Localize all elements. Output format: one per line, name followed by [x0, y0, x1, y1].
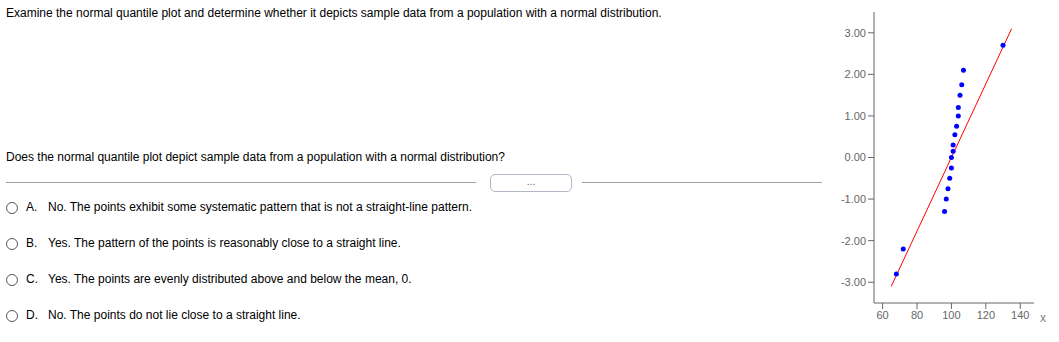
svg-text:x: x	[1040, 311, 1046, 325]
html-text:No. The points do not lie clos: No. The points do not lie close to a str…	[48, 308, 301, 322]
html-text:Does the normal quantile plot: Does the normal quantile plot depict sam…	[6, 150, 505, 164]
svg-text:-1.00: -1.00	[841, 193, 866, 205]
html-text:No. The points exhibit some sy: No. The points exhibit some systematic p…	[48, 200, 472, 214]
svg-text:120: 120	[977, 309, 995, 321]
html-text:C.: C.	[26, 272, 38, 286]
svg-text:80: 80	[911, 309, 923, 321]
html-text:B.: B.	[26, 236, 38, 250]
html-text:D.: D.	[26, 308, 38, 322]
html-text:Examine the normal quantile pl: Examine the normal quantile plot and det…	[6, 6, 662, 20]
svg-text:2.00: 2.00	[845, 68, 866, 80]
svg-text:1.00: 1.00	[845, 110, 866, 122]
html-text:Yes. The points are evenly dis: Yes. The points are evenly distributed a…	[48, 272, 412, 286]
svg-text:3.00: 3.00	[845, 27, 866, 39]
svg-text:-3.00: -3.00	[841, 276, 866, 288]
html-text:A.: A.	[26, 200, 38, 214]
svg-text:-2.00: -2.00	[841, 235, 866, 247]
html-text:Yes. The pattern of the points: Yes. The pattern of the points is reason…	[48, 236, 401, 250]
svg-text:0.00: 0.00	[845, 151, 866, 163]
svg-text:140: 140	[1011, 309, 1029, 321]
svg-text:60: 60	[876, 309, 888, 321]
svg-text:100: 100	[942, 309, 960, 321]
